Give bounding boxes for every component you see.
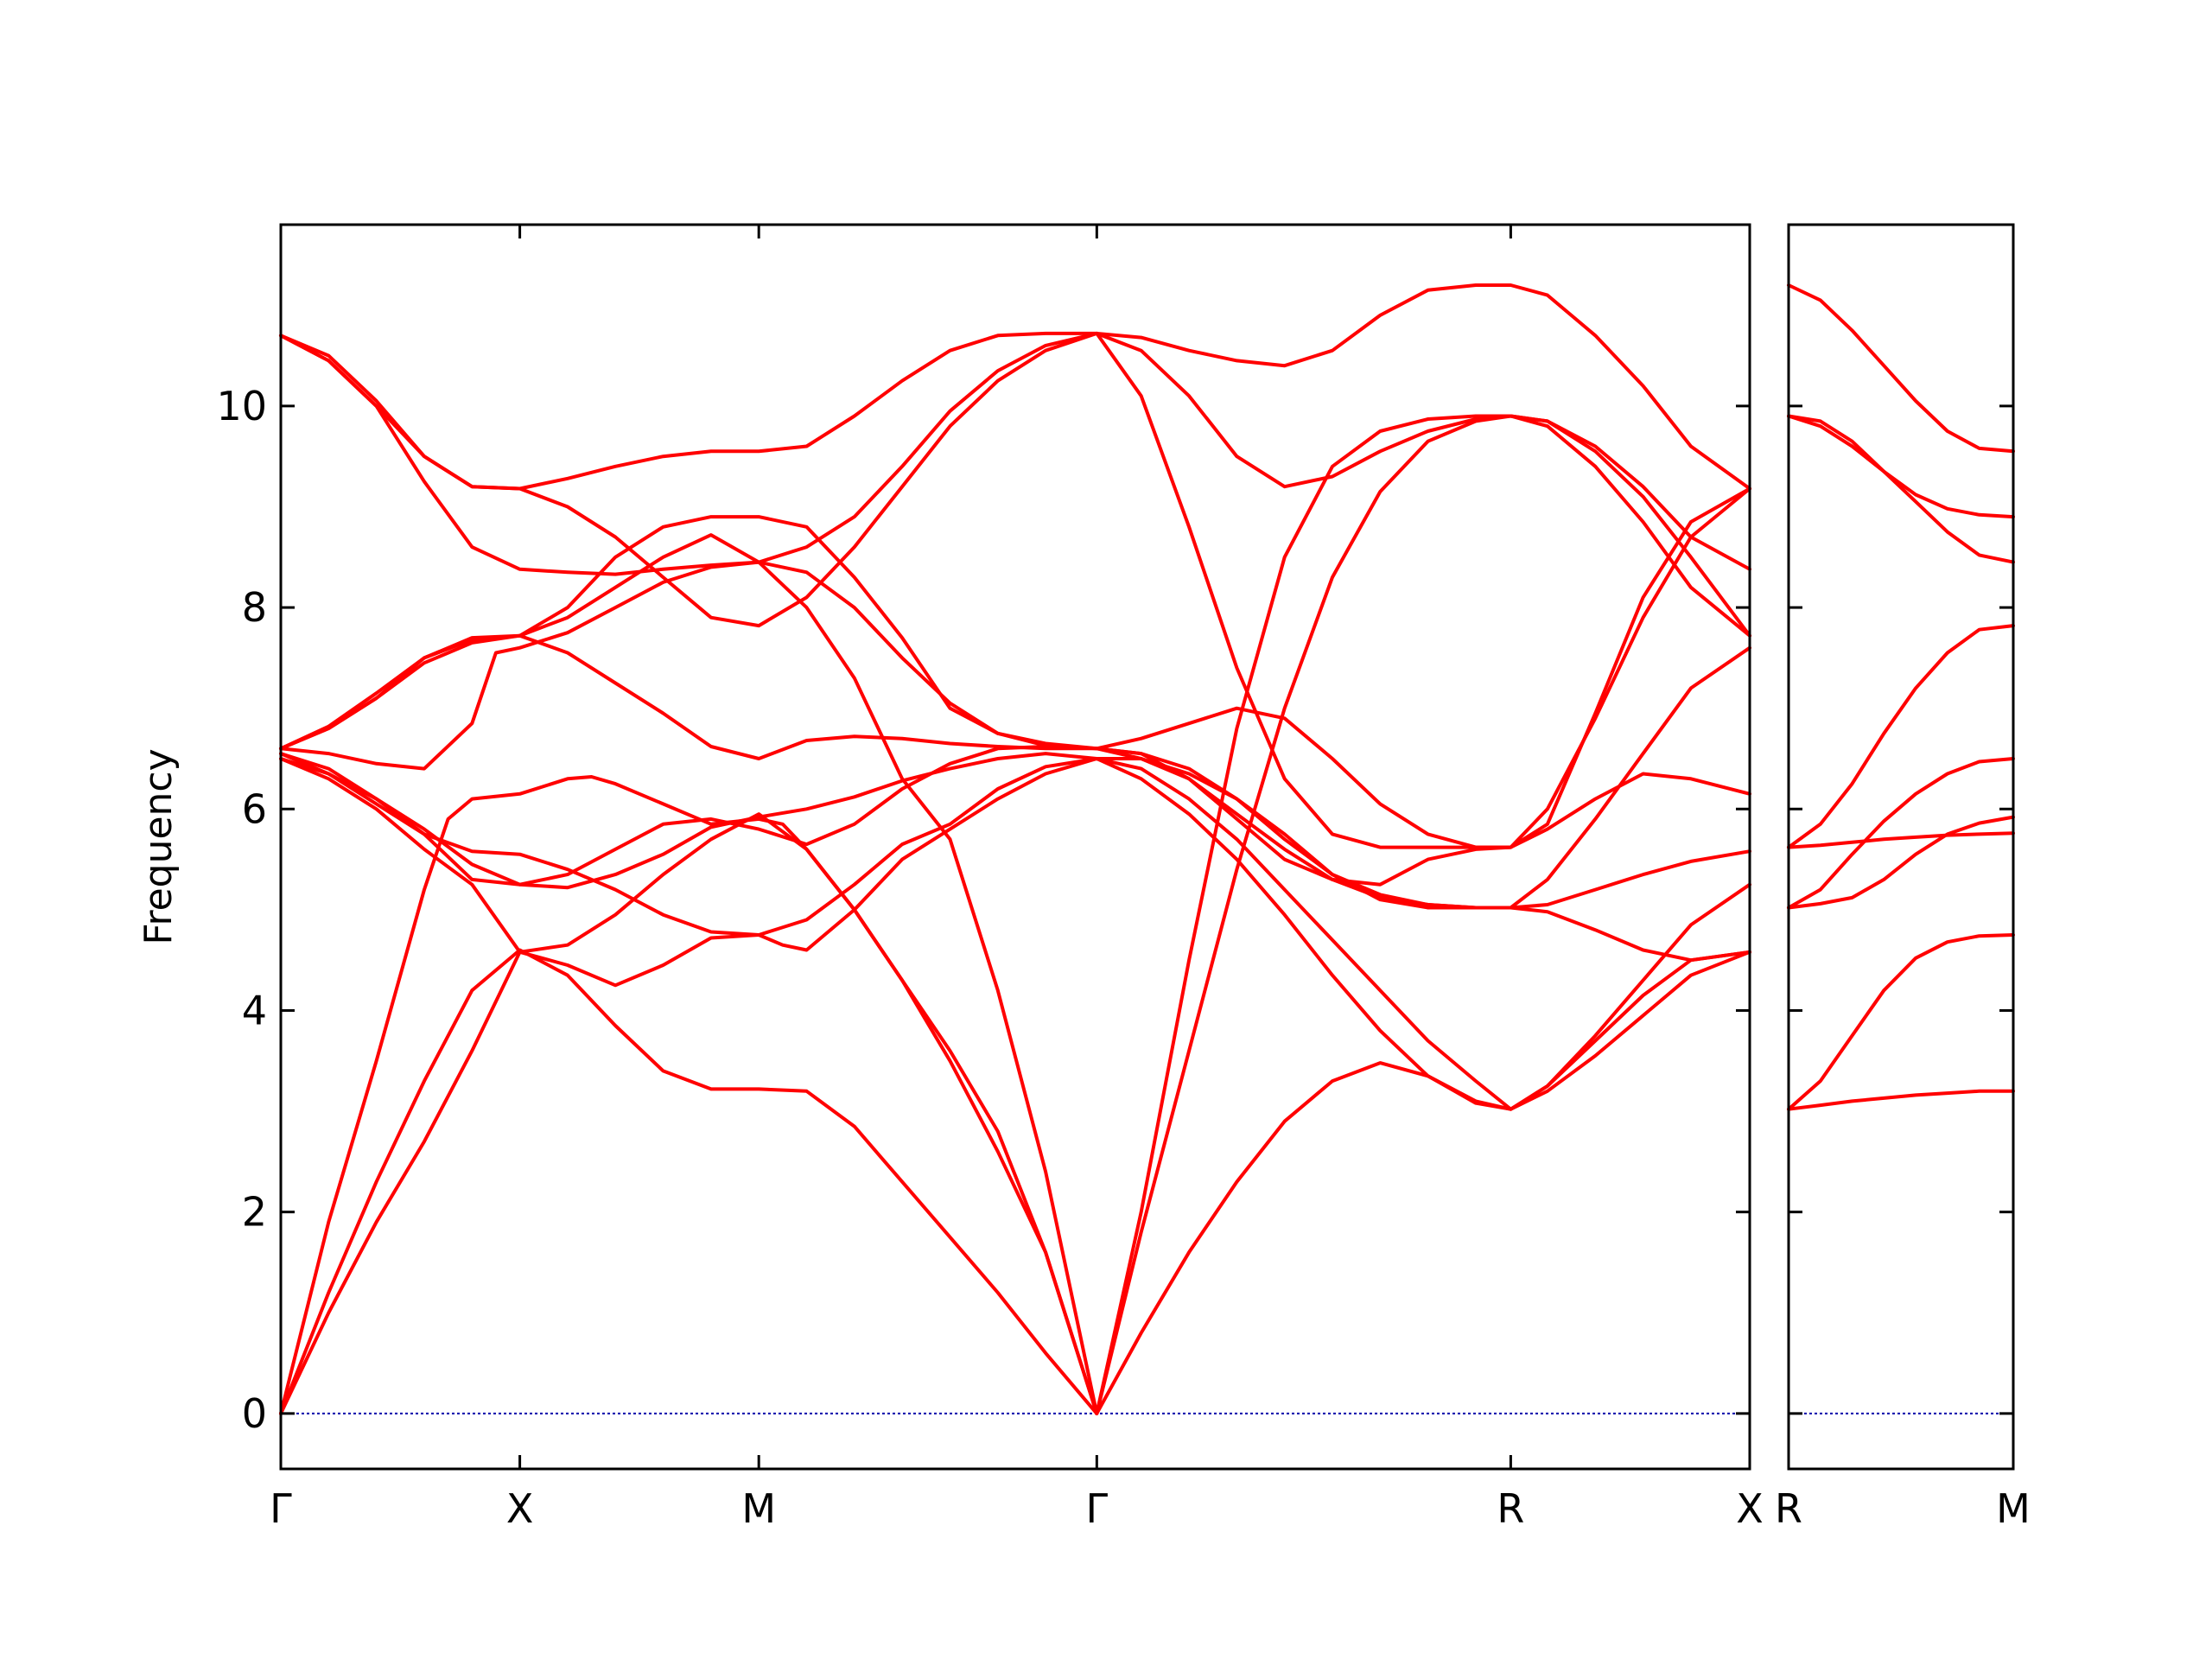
left-band-6 xyxy=(279,560,1751,849)
y-tick-label: 8 xyxy=(242,584,267,631)
right-band-4 xyxy=(1787,757,2015,910)
y-tick-label: 10 xyxy=(216,383,267,429)
y-tick-label: 6 xyxy=(242,785,267,832)
left-x-tick-label: Γ xyxy=(270,1485,292,1532)
right-band-7 xyxy=(1787,414,2015,564)
right-plot-frame xyxy=(1787,223,2015,1471)
left-band-5 xyxy=(279,414,1751,1415)
left-band-1 xyxy=(279,757,1751,1415)
y-tick-label: 2 xyxy=(242,1189,267,1236)
right-band-2 xyxy=(1787,933,2015,1111)
right-band-lines xyxy=(1787,283,2015,1414)
left-band-12 xyxy=(279,331,1751,849)
right-band-8 xyxy=(1787,414,2015,519)
right-band-9 xyxy=(1787,283,2015,454)
right-band-1 xyxy=(1787,1089,2015,1111)
right-x-tick-label: R xyxy=(1775,1485,1802,1532)
left-x-tick-label: Γ xyxy=(1086,1485,1109,1532)
right-band-5 xyxy=(1787,831,2015,849)
left-x-tick-label: R xyxy=(1497,1485,1524,1532)
left-x-tick-label: M xyxy=(741,1485,776,1532)
y-tick-label: 4 xyxy=(242,987,267,1033)
left-plot-frame xyxy=(279,223,1751,1471)
left-x-tick-label: X xyxy=(1736,1485,1764,1532)
y-axis-label: Frequency xyxy=(137,748,181,944)
left-axis-ticks: Γ X M Γ R X 0 2 4 6 8 10 xyxy=(216,225,1764,1532)
y-tick-label: 0 xyxy=(242,1390,267,1437)
left-x-tick-label: X xyxy=(506,1485,534,1532)
right-band-3 xyxy=(1787,815,2015,910)
right-x-tick-label: M xyxy=(1996,1485,2031,1532)
left-band-lines xyxy=(279,283,1751,1415)
left-panel: Γ X M Γ R X 0 2 4 6 8 10 xyxy=(216,223,1764,1532)
right-band-6 xyxy=(1787,624,2015,849)
left-band-10 xyxy=(279,882,1751,1415)
left-band-11 xyxy=(279,645,1751,910)
left-band-14 xyxy=(279,414,1751,1415)
left-band-2 xyxy=(279,775,1099,1415)
left-band-4 xyxy=(279,752,1751,963)
left-band-7 xyxy=(279,633,1751,910)
left-band-9 xyxy=(279,283,1751,628)
left-band-13 xyxy=(279,486,1751,887)
